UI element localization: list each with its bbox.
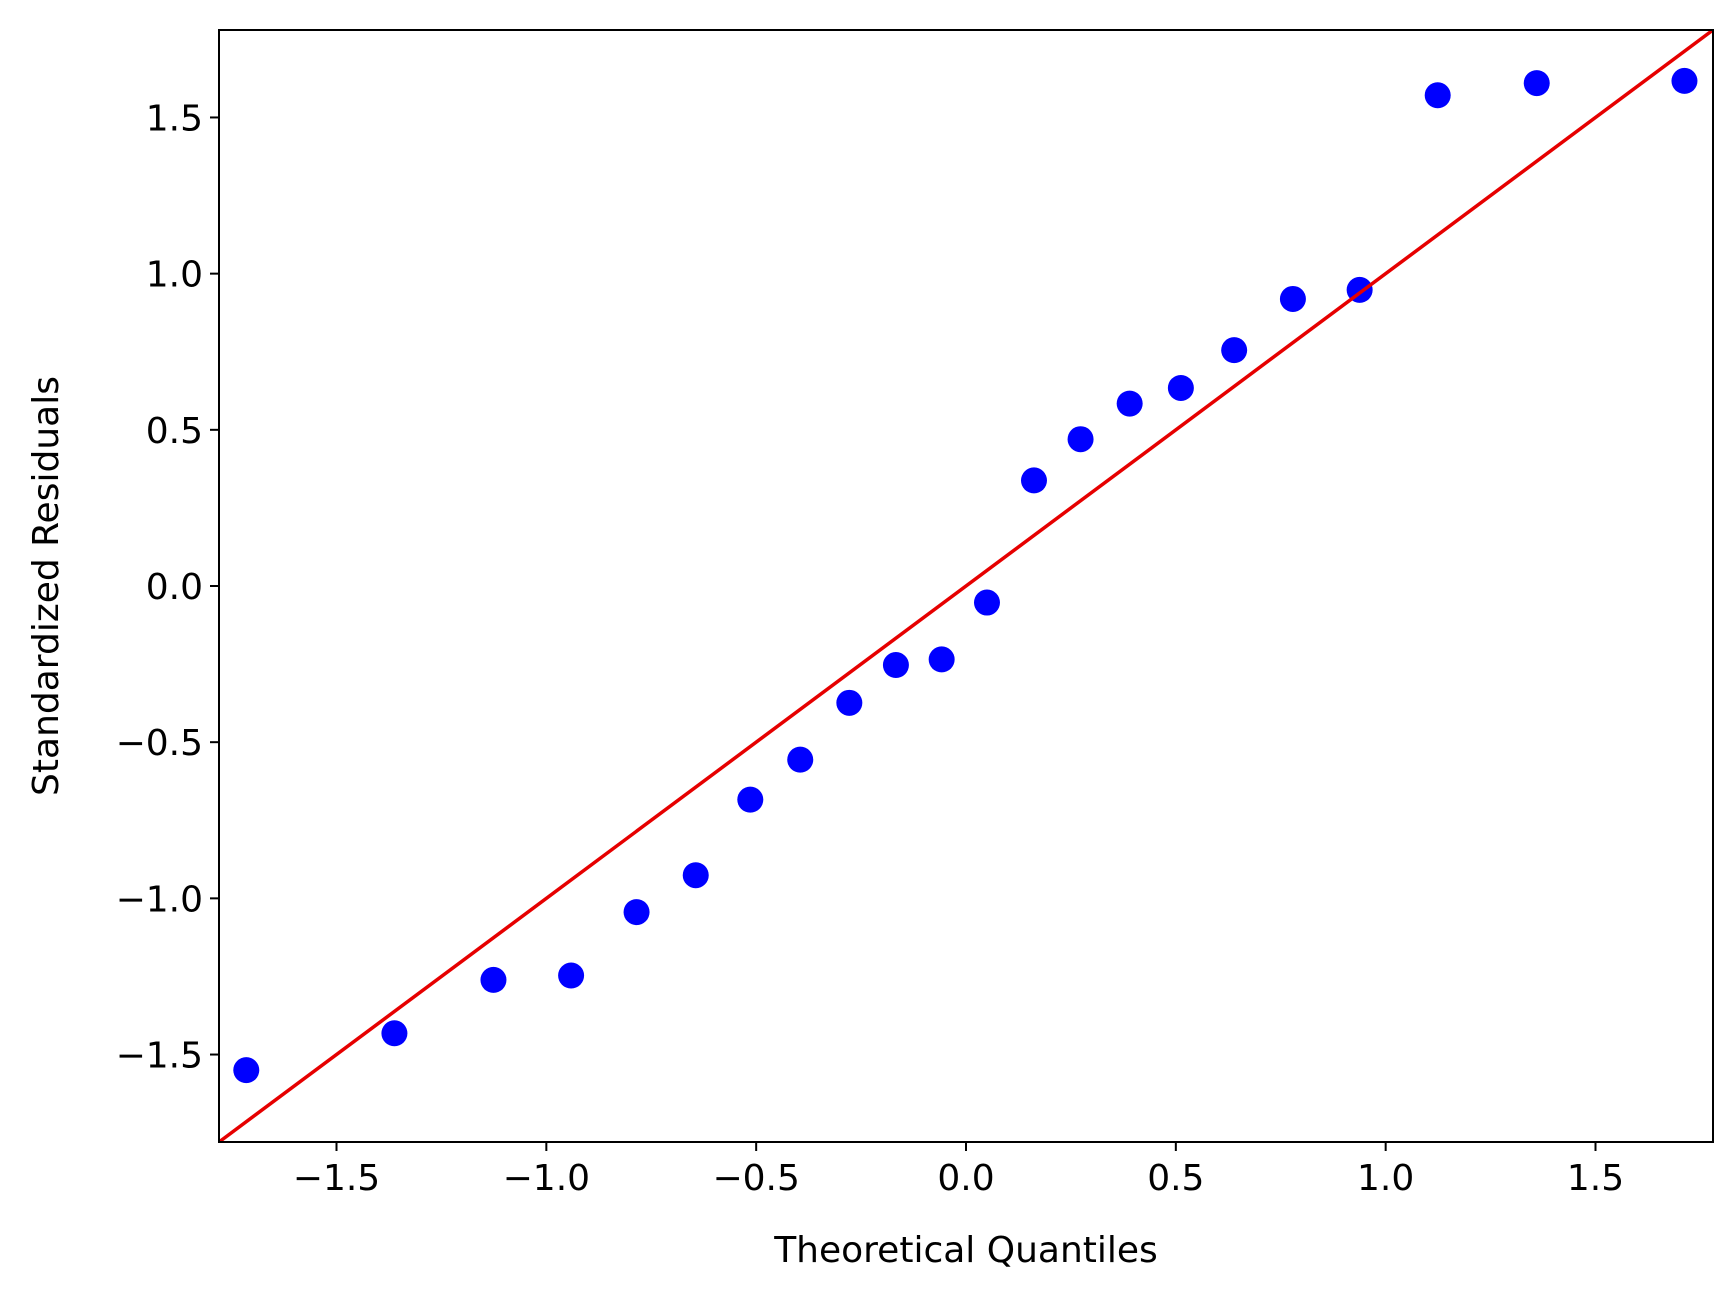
point: [882, 652, 909, 679]
point: [1116, 390, 1143, 417]
y-axis-label: Standardized Residuals: [26, 376, 67, 796]
point: [836, 689, 863, 716]
y-tick-label: 0.5: [146, 411, 203, 452]
x-axis-label: Theoretical Quantiles: [773, 1230, 1158, 1271]
point: [1067, 426, 1094, 453]
y-tick-label: 1.5: [146, 98, 203, 139]
point: [928, 646, 955, 673]
point: [973, 589, 1000, 616]
point: [1523, 70, 1550, 97]
x-tick-label: 1.0: [1357, 1158, 1414, 1199]
plot-frame: [218, 29, 1714, 1143]
point: [623, 899, 650, 926]
point: [787, 746, 814, 773]
point: [1279, 285, 1306, 312]
y-tick-label: 1.0: [146, 255, 203, 296]
point: [682, 862, 709, 889]
point: [558, 962, 585, 989]
point: [1424, 82, 1451, 109]
point: [480, 966, 507, 993]
x-tick-label: 0.5: [1147, 1158, 1204, 1199]
y-tick-label: −1.5: [116, 1036, 203, 1077]
x-tick-label: 1.5: [1567, 1158, 1624, 1199]
y-tick-label: −0.5: [116, 723, 203, 764]
point: [1221, 337, 1248, 364]
point: [233, 1057, 260, 1084]
point: [737, 786, 764, 813]
point: [1167, 374, 1194, 401]
x-tick-label: −1.0: [503, 1158, 590, 1199]
point: [1020, 467, 1047, 494]
point: [1671, 67, 1698, 94]
x-tick-label: −1.5: [293, 1158, 380, 1199]
point: [381, 1020, 408, 1047]
reference-line: [219, 30, 1713, 1142]
y-tick-label: 0.0: [146, 567, 203, 608]
x-tick-label: 0.0: [937, 1158, 994, 1199]
x-tick-label: −0.5: [712, 1158, 799, 1199]
y-tick-label: −1.0: [116, 879, 203, 920]
